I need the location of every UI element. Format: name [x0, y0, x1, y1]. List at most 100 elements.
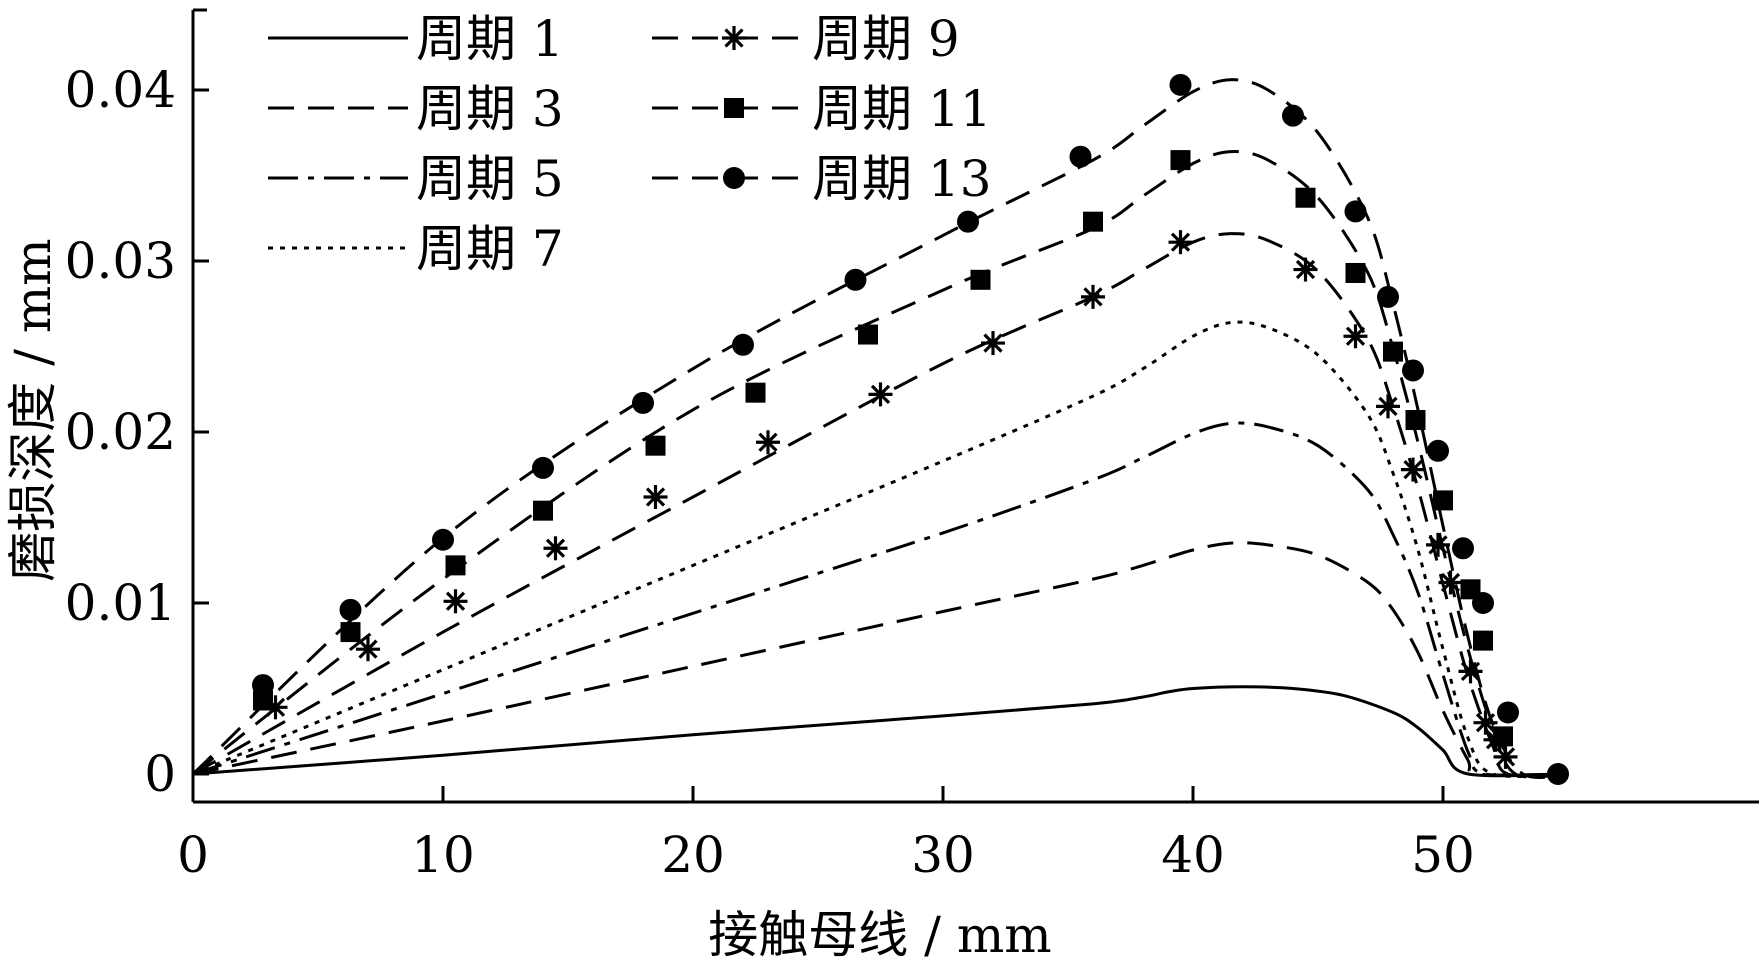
y-tick-label: 0.01	[65, 574, 176, 632]
data-marker	[1083, 211, 1103, 232]
data-marker	[1401, 457, 1425, 482]
y-tick-label: 0	[144, 745, 176, 803]
x-tick-label: 50	[1411, 826, 1475, 884]
series-line-5	[192, 232, 1569, 778]
data-marker	[1344, 200, 1367, 223]
data-marker	[1473, 630, 1493, 651]
data-marker	[533, 500, 553, 521]
data-marker	[1293, 257, 1318, 282]
data-marker	[1433, 490, 1453, 511]
series-2	[192, 541, 1569, 777]
y-tick-label: 0.03	[65, 232, 176, 290]
data-marker	[1452, 537, 1474, 560]
legend-label: 周期 3	[416, 80, 564, 138]
data-marker	[1168, 230, 1193, 255]
series-1	[192, 685, 1569, 778]
legend-label: 周期 13	[812, 150, 992, 208]
data-marker	[1345, 262, 1366, 283]
legend-entry-6: 周期 11	[652, 80, 992, 138]
legend-entry-4: 周期 7	[268, 220, 564, 278]
legend-label: 周期 9	[812, 10, 960, 68]
data-marker	[643, 484, 668, 509]
data-marker	[443, 589, 468, 614]
series-7	[191, 73, 1569, 785]
data-marker	[543, 536, 568, 561]
series-line-2	[192, 541, 1569, 777]
series-line-3	[192, 421, 1569, 778]
legend: 周期 1 周期 3 周期 5 周期 7 周期 9 周期 11 周期 13	[268, 10, 992, 278]
data-marker	[1377, 285, 1399, 308]
series-3	[192, 421, 1569, 778]
x-tick-label: 30	[911, 826, 975, 884]
legend-entry-3: 周期 5	[268, 150, 564, 208]
legend-label: 周期 7	[416, 220, 564, 278]
legend-entry-1: 周期 1	[268, 10, 564, 68]
legend-entry-5: 周期 9	[652, 10, 960, 68]
data-marker	[858, 324, 878, 345]
x-axis-title: 接触母线 / mm	[708, 906, 1051, 964]
series-line-4	[192, 320, 1569, 779]
data-marker	[1295, 187, 1316, 208]
data-marker	[868, 382, 893, 407]
data-marker	[1493, 726, 1513, 747]
data-marker	[844, 268, 867, 291]
data-marker	[1170, 150, 1191, 171]
x-tick-label: 10	[411, 826, 475, 884]
series-line-1	[192, 685, 1569, 778]
data-marker	[1169, 73, 1192, 96]
series-line-6	[192, 149, 1569, 779]
legend-label: 周期 5	[416, 150, 564, 208]
x-tick-label: 0	[177, 826, 209, 884]
data-marker	[340, 622, 361, 643]
data-marker	[1472, 592, 1494, 614]
data-marker	[1427, 439, 1449, 462]
data-marker	[981, 331, 1005, 356]
data-marker	[1069, 145, 1092, 168]
legend-label: 周期 11	[812, 80, 992, 138]
data-marker	[745, 382, 766, 403]
data-marker	[432, 528, 454, 551]
data-marker	[532, 456, 554, 479]
data-marker	[1383, 341, 1403, 362]
series-line-7	[191, 78, 1569, 779]
data-marker	[732, 333, 754, 356]
legend-marker	[724, 98, 744, 118]
data-marker	[632, 391, 654, 414]
data-marker	[645, 435, 666, 456]
series-layer	[191, 73, 1569, 785]
y-tick-label: 0.02	[65, 403, 176, 461]
y-tick-label: 0.04	[65, 61, 176, 119]
data-marker	[1376, 394, 1400, 419]
x-tick-label: 40	[1161, 826, 1225, 884]
data-marker	[1282, 104, 1304, 127]
data-marker	[1343, 324, 1368, 349]
data-marker	[1460, 579, 1481, 600]
legend-marker	[722, 26, 746, 50]
series-4	[192, 320, 1569, 779]
legend-entry-2: 周期 3	[268, 80, 564, 138]
legend-label: 周期 1	[416, 10, 564, 68]
data-marker	[1081, 284, 1105, 309]
data-marker	[252, 674, 274, 697]
data-marker	[339, 598, 362, 621]
legend-entry-7: 周期 13	[652, 150, 992, 208]
data-marker	[1402, 359, 1424, 382]
data-marker	[756, 430, 780, 455]
y-axis-title: 磨损深度 / mm	[4, 238, 62, 581]
data-marker	[445, 555, 466, 576]
data-marker	[1497, 701, 1519, 724]
series-5	[192, 230, 1569, 778]
legend-marker	[723, 167, 745, 189]
data-marker	[1426, 532, 1450, 557]
x-tick-label: 20	[661, 826, 725, 884]
data-marker	[253, 690, 273, 711]
data-marker	[970, 269, 991, 290]
data-marker	[1405, 410, 1426, 431]
data-marker	[356, 637, 380, 662]
data-marker	[957, 210, 979, 233]
axes: 0 10 20 30 40 50 0 0.01 0.02 0.03 0.04 接触母线 / mm 磨损深…	[4, 8, 1759, 964]
series-6	[192, 149, 1569, 779]
data-marker	[1547, 763, 1569, 785]
